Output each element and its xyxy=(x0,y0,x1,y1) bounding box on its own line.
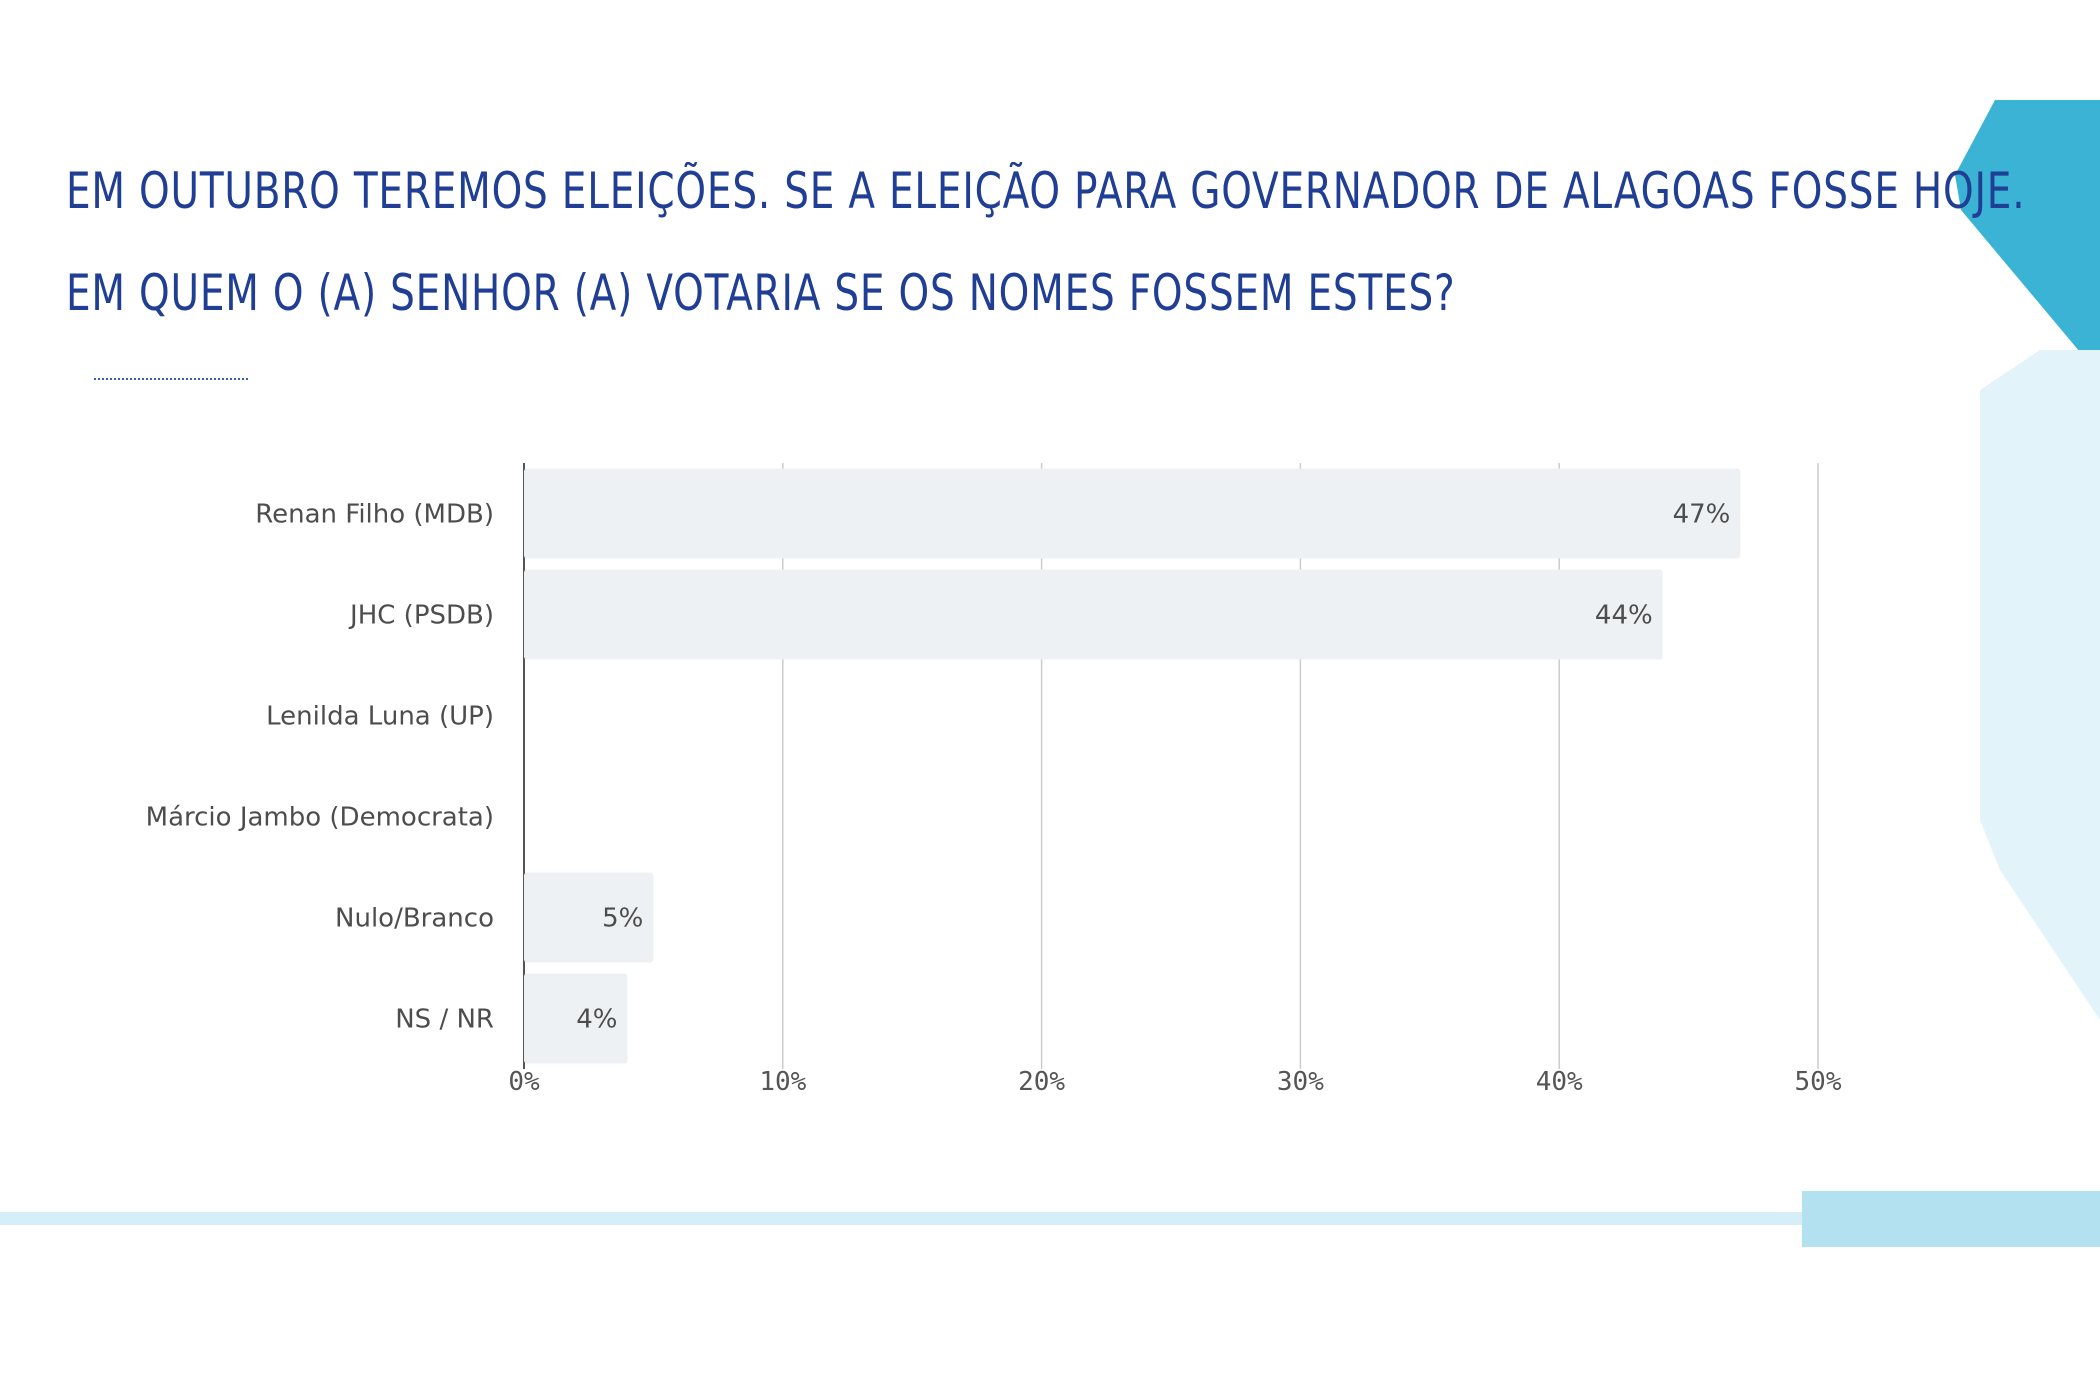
title-line-2: EM QUEM O (A) SENHOR (A) VOTARIA SE OS N… xyxy=(66,264,1456,322)
x-tick-label: 50% xyxy=(1795,1067,1842,1097)
footer-accent-block xyxy=(1802,1191,2100,1247)
data-label: 47% xyxy=(1673,500,1731,530)
category-label: JHC (PSDB) xyxy=(348,601,494,631)
category-label: NS / NR xyxy=(395,1005,494,1035)
x-tick-label: 0% xyxy=(508,1067,540,1097)
data-label: 5% xyxy=(602,904,643,934)
bar xyxy=(524,973,628,1064)
category-label: Renan Filho (MDB) xyxy=(255,500,494,530)
title-underline xyxy=(94,378,248,380)
category-label: Márcio Jambo (Democrata) xyxy=(146,803,494,833)
category-label: Nulo/Branco xyxy=(335,904,494,934)
bar xyxy=(524,569,1663,660)
bar xyxy=(524,872,654,963)
category-label: Lenilda Luna (UP) xyxy=(266,702,494,732)
footer-divider xyxy=(0,1212,1980,1225)
data-label: 44% xyxy=(1595,601,1653,631)
x-tick-label: 30% xyxy=(1277,1067,1324,1097)
bar xyxy=(524,468,1741,559)
x-tick-label: 10% xyxy=(759,1067,806,1097)
data-label: 4% xyxy=(576,1005,617,1035)
x-tick-label: 20% xyxy=(1018,1067,1065,1097)
x-tick-label: 40% xyxy=(1536,1067,1583,1097)
